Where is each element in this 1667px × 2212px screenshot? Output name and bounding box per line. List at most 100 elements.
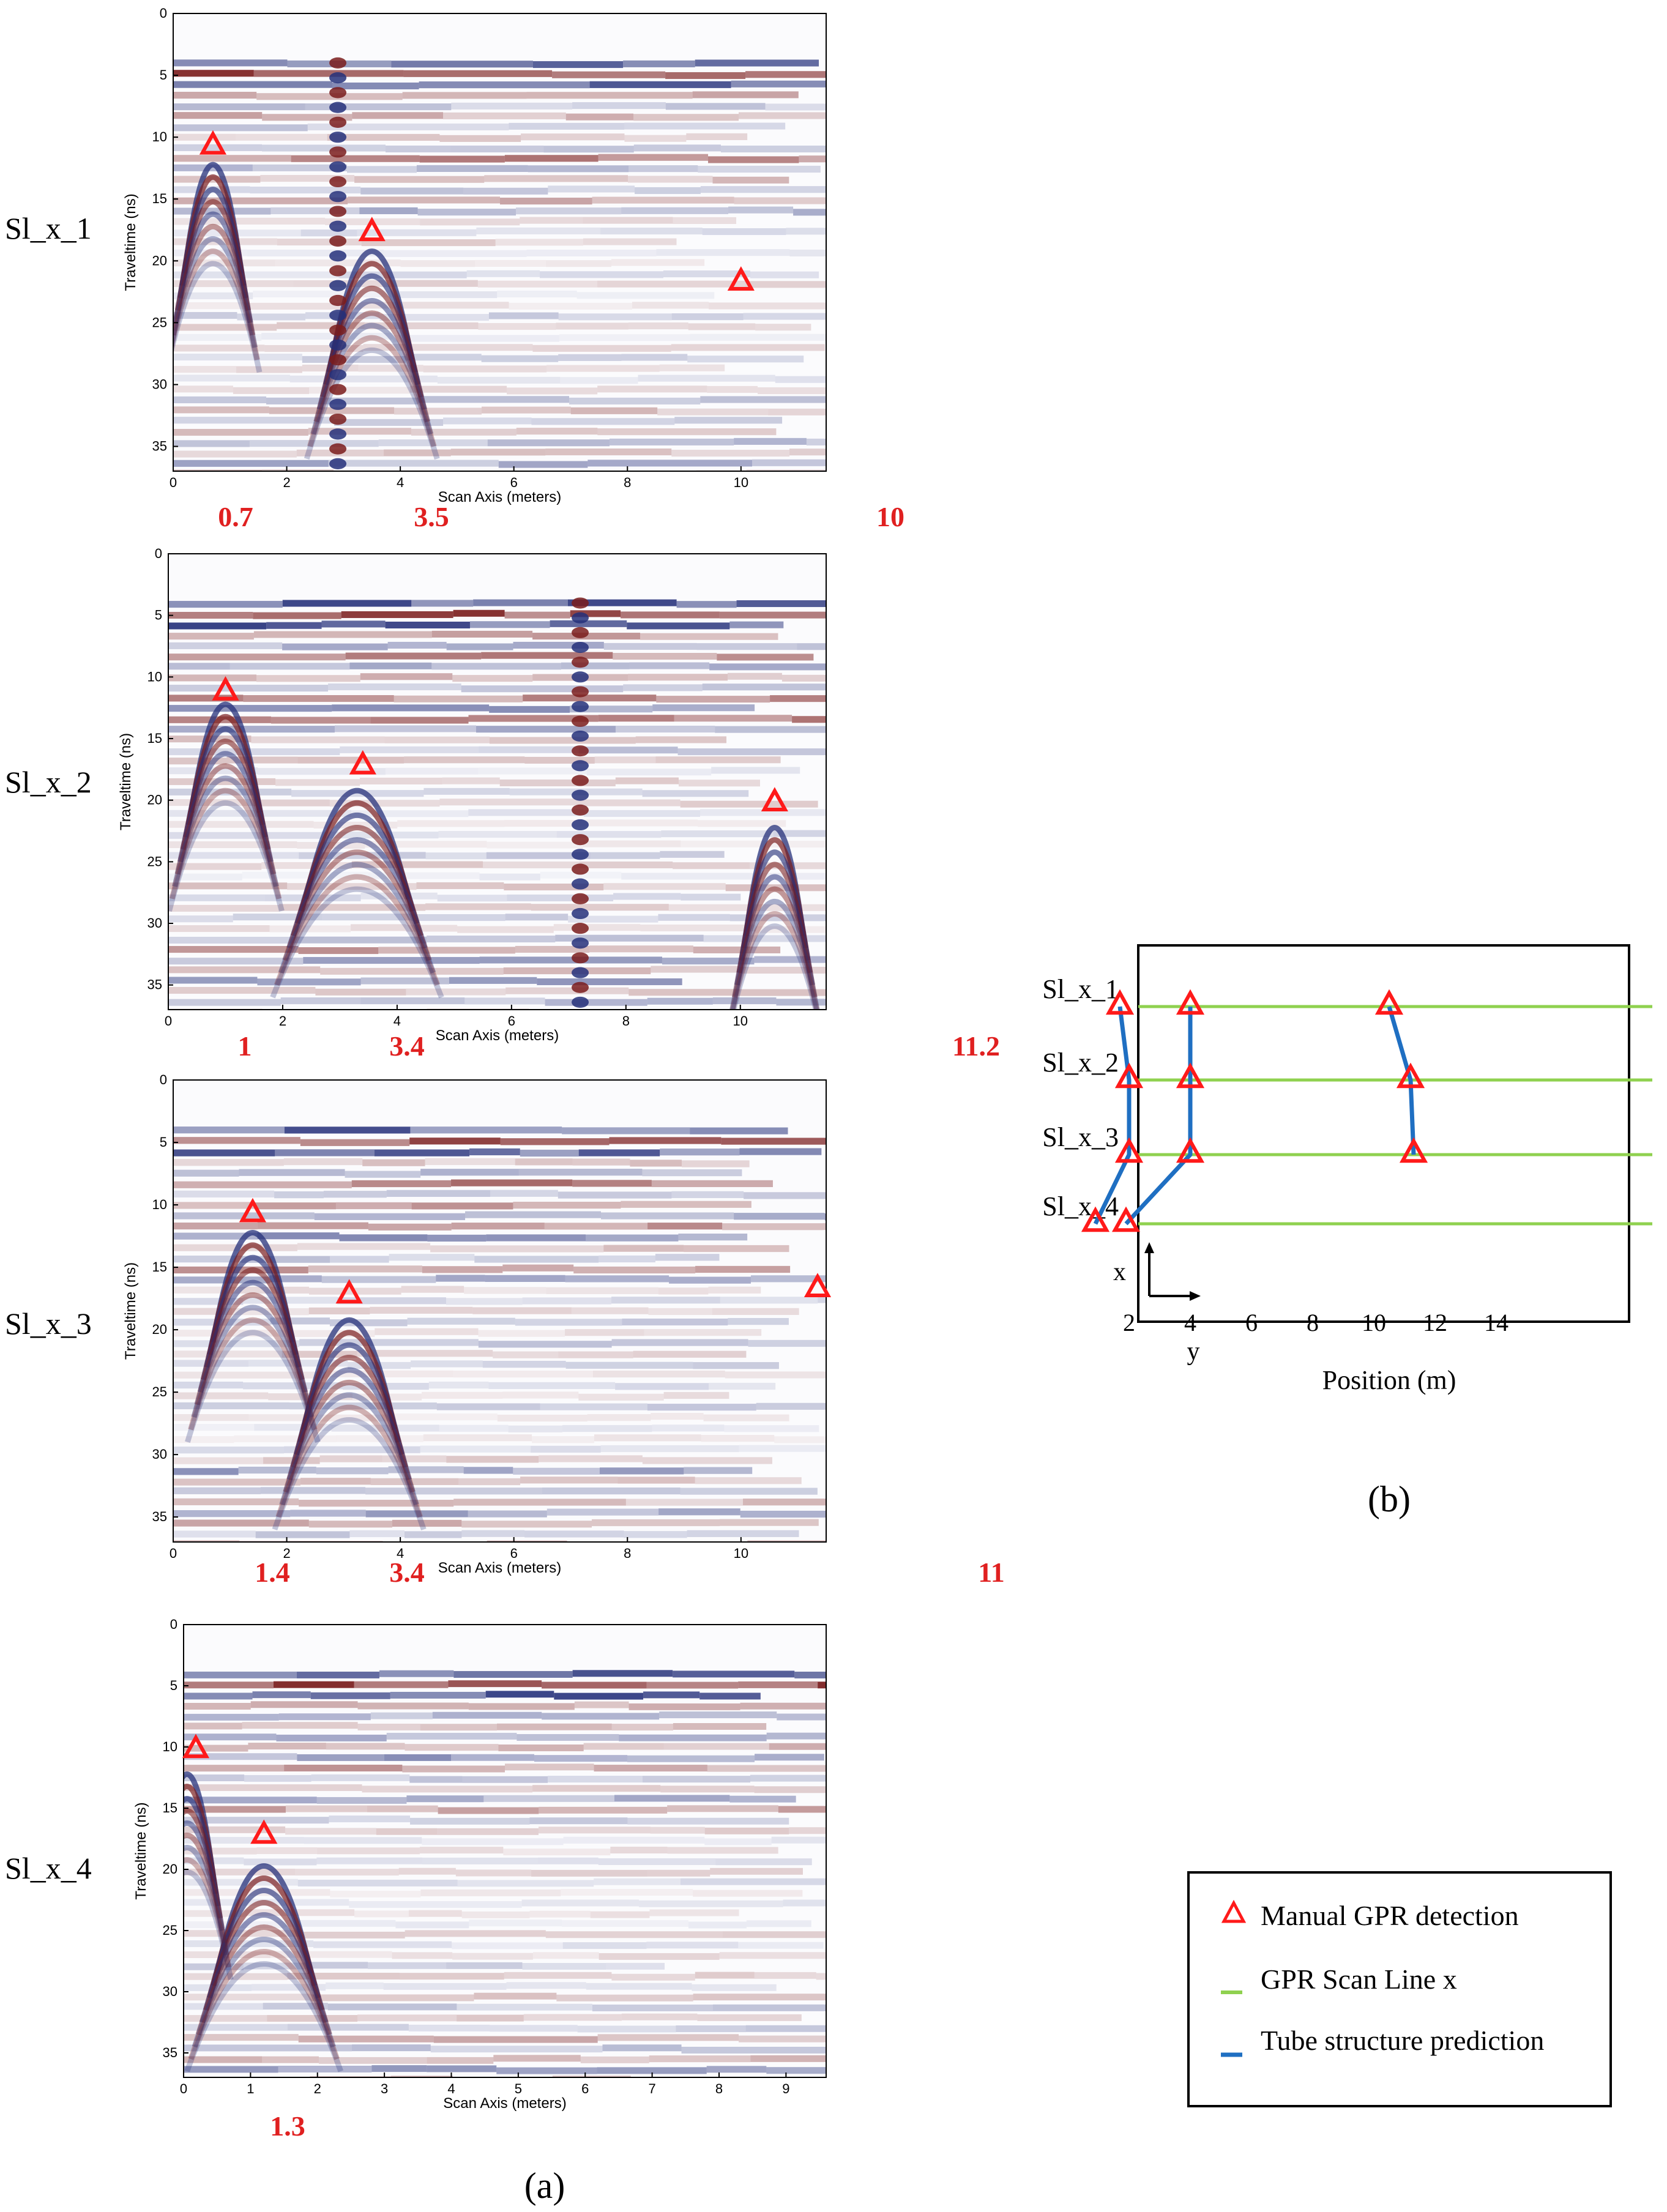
- reflection-band: [304, 1837, 422, 1844]
- y-tick-label: 35: [152, 1509, 167, 1524]
- reflection-band: [768, 408, 826, 415]
- reflection-band: [291, 155, 420, 162]
- reflection-band: [603, 642, 697, 650]
- reflection-band: [715, 1858, 812, 1866]
- legend-label-prediction: Tube structure prediction: [1261, 2025, 1544, 2056]
- reflection-band: [428, 1381, 489, 1389]
- axis-name-y: y: [1187, 1338, 1200, 1366]
- reflection-band: [468, 1510, 547, 1517]
- reflection-band: [420, 1169, 519, 1176]
- reflection-band: [799, 155, 826, 163]
- reflection-band: [627, 1755, 755, 1762]
- reflection-band: [398, 1868, 456, 1875]
- antenna-ringing: [329, 102, 347, 113]
- hyperbola-reflection: [169, 788, 282, 899]
- reflection-band: [609, 1137, 722, 1144]
- reflection-band: [250, 186, 361, 194]
- reflection-band: [168, 841, 297, 849]
- hyperbola-reflection: [173, 248, 260, 360]
- reflection-band: [423, 1434, 532, 1442]
- reflection-band: [173, 1392, 269, 1399]
- reflection-band: [229, 663, 350, 670]
- reflection-band: [565, 1275, 669, 1283]
- reflection-band: [362, 1159, 425, 1166]
- reflection-band: [690, 1127, 788, 1134]
- reflection-band: [168, 612, 253, 619]
- reflection-band: [331, 1424, 439, 1432]
- reflection-band: [561, 662, 630, 669]
- reflection-band: [792, 716, 826, 723]
- reflection-band: [655, 1254, 720, 1261]
- reflection-band: [395, 1921, 469, 1929]
- reflection-band: [290, 1510, 366, 1517]
- reflection-band: [407, 1317, 515, 1325]
- reflection-band: [450, 449, 546, 456]
- reflection-band: [326, 1743, 405, 1750]
- reflection-band: [652, 1424, 725, 1432]
- y-tick-label: 30: [152, 376, 167, 392]
- reflection-band: [651, 1413, 704, 1420]
- reflection-band: [542, 1713, 660, 1720]
- reflection-band: [600, 1467, 684, 1475]
- reflection-band: [453, 1499, 626, 1506]
- reflection-band: [173, 1530, 256, 1538]
- reflection-band: [368, 872, 480, 879]
- reflection-band: [184, 1765, 285, 1772]
- reflection-band: [173, 1181, 352, 1188]
- reflection-band: [226, 756, 298, 764]
- reflection-band: [251, 736, 385, 743]
- reflection-band: [659, 364, 725, 371]
- radargram-body: [173, 57, 826, 471]
- reflection-band: [270, 1317, 330, 1325]
- caption-a: (a): [524, 2165, 565, 2206]
- reflection-band: [478, 1330, 565, 1337]
- reflection-band: [298, 2035, 434, 2043]
- reflection-band: [423, 365, 547, 373]
- reflection-band: [184, 1784, 362, 1792]
- reflection-band: [370, 1306, 473, 1314]
- reflection-band: [184, 1984, 252, 1991]
- reflection-band: [649, 1909, 739, 1916]
- reflection-band: [538, 1827, 651, 1834]
- reflection-band: [315, 988, 406, 996]
- reflection-band: [598, 715, 674, 722]
- reflection-band: [725, 884, 826, 892]
- reflection-band: [379, 314, 489, 321]
- reflection-band: [448, 1680, 542, 1688]
- reflection-band: [469, 1920, 562, 1927]
- reflection-band: [173, 1413, 249, 1421]
- reflection-band: [754, 956, 826, 963]
- reflection-band: [248, 1414, 309, 1421]
- reflection-band: [628, 989, 739, 996]
- reflection-band: [316, 1857, 422, 1864]
- antenna-ringing: [572, 715, 589, 727]
- reflection-band: [173, 124, 308, 132]
- reflection-band: [443, 417, 532, 425]
- reflection-band: [168, 873, 242, 881]
- hyperbola-reflection: [286, 1367, 412, 1481]
- reflection-band: [405, 1744, 499, 1751]
- reflection-band: [485, 1691, 554, 1698]
- reflection-band: [646, 1681, 739, 1689]
- reflection-band: [261, 332, 393, 340]
- reflection-band: [173, 1137, 300, 1144]
- x-tick-label: 4: [1184, 1309, 1196, 1336]
- antenna-ringing: [329, 458, 347, 469]
- reflection-band: [776, 999, 826, 1006]
- reflection-band: [173, 1487, 261, 1494]
- detection-triangle-icon: [1114, 1062, 1144, 1089]
- reflection-band: [613, 653, 717, 660]
- reflection-band: [263, 1457, 320, 1464]
- reflection-band: [237, 313, 306, 321]
- reflection-band: [263, 2003, 328, 2010]
- reflection-band: [184, 1774, 245, 1781]
- reflection-band: [487, 439, 610, 447]
- reflection-band: [671, 313, 744, 321]
- reflection-band: [397, 820, 505, 827]
- reflection-band: [297, 1879, 458, 1886]
- reflection-band: [676, 2025, 746, 2033]
- reflection-band: [293, 936, 427, 944]
- reflection-band: [266, 622, 322, 629]
- reflection-band: [729, 914, 826, 922]
- reflection-band: [739, 1445, 826, 1452]
